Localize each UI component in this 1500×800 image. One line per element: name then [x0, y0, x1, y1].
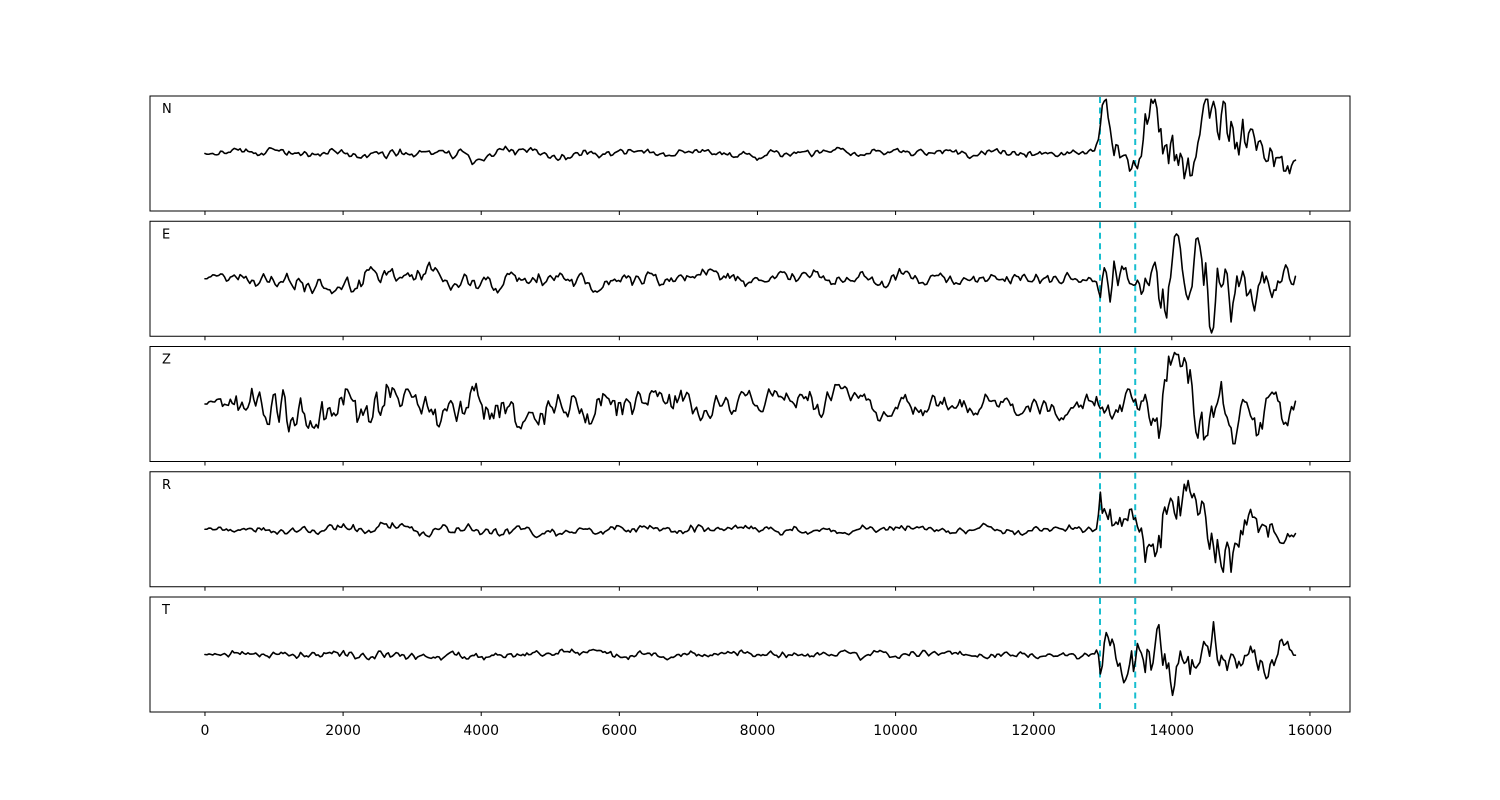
panel-label-E: E	[162, 227, 170, 242]
panel-T: T	[149, 596, 1351, 716]
panel-frame	[149, 471, 1351, 588]
x-tick-label: 6000	[602, 723, 638, 739]
panel-Z: Z	[149, 346, 1351, 466]
panel-E: E	[149, 220, 1351, 341]
x-tick-label: 2000	[325, 723, 361, 739]
panel-label-Z: Z	[162, 353, 171, 368]
waveform-Z	[204, 351, 1297, 445]
x-tick-label: 4000	[463, 723, 499, 739]
waveform-R	[204, 479, 1297, 573]
x-tick-label: 14000	[1150, 723, 1195, 739]
panel-frame	[149, 596, 1351, 713]
panel-label-R: R	[162, 478, 171, 493]
waveform-E	[204, 233, 1297, 334]
x-tick-label: 10000	[873, 723, 918, 739]
panel-label-N: N	[162, 102, 172, 117]
x-tick-label: 12000	[1011, 723, 1056, 739]
x-tick-label: 8000	[740, 723, 776, 739]
waveform-N	[204, 98, 1297, 180]
x-tick-label: 16000	[1288, 723, 1333, 739]
waveform-T	[204, 621, 1297, 697]
panel-N: N	[149, 95, 1351, 215]
panel-label-T: T	[161, 603, 170, 618]
x-tick-label: 0	[201, 723, 210, 739]
panel-frame	[149, 346, 1351, 462]
panel-R: R	[149, 471, 1351, 591]
